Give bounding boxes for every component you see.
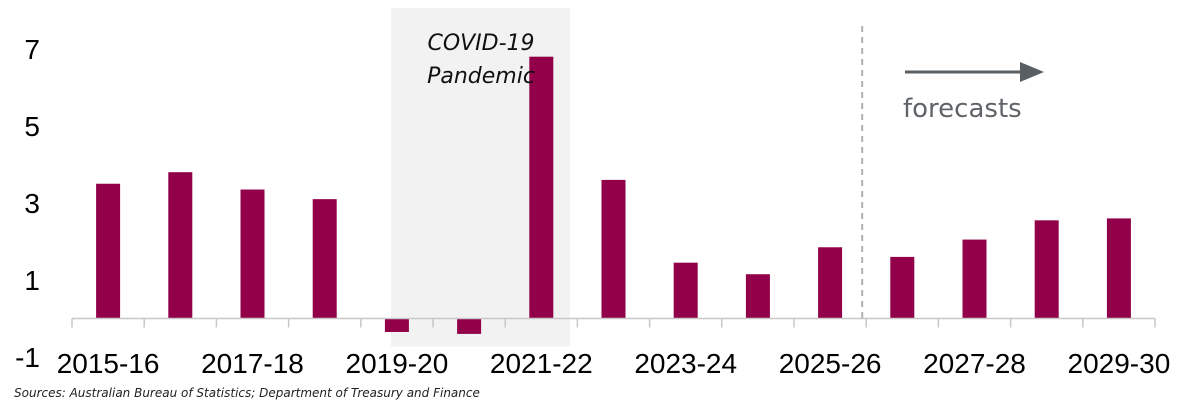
bar-2025-26 [818, 247, 843, 319]
bar-2027-28 [962, 239, 987, 319]
bar-2024-25 [745, 274, 770, 319]
bar-2022-23 [601, 179, 626, 319]
x-tick-label: 2019-20 [346, 348, 449, 379]
forecasts-label: forecasts [903, 94, 1022, 124]
bar-2029-30 [1106, 218, 1131, 319]
y-tick-label: 3 [24, 188, 40, 219]
y-tick-label: 1 [24, 265, 40, 296]
x-tick-label: 2023-24 [634, 348, 737, 379]
x-tick-label: 2027-28 [923, 348, 1026, 379]
bar-2021-22 [529, 56, 554, 319]
bar-2023-24 [673, 262, 698, 319]
x-tick-label: 2015-16 [57, 348, 160, 379]
y-tick-label: 7 [24, 34, 40, 65]
forecast-arrow-icon [905, 62, 1044, 82]
bar-2016-17 [168, 172, 193, 319]
x-tick-label: 2021-22 [490, 348, 593, 379]
y-tick-label: -1 [15, 342, 40, 373]
x-tick-label: 2029-30 [1068, 348, 1171, 379]
bar-2018-19 [312, 199, 337, 319]
x-tick-label: 2025-26 [779, 348, 882, 379]
bar-2017-18 [240, 189, 265, 319]
y-tick-label: 5 [24, 111, 40, 142]
covid-annotation-line: COVID-19 [427, 31, 534, 56]
x-tick-label: 2017-18 [201, 348, 304, 379]
bar-2026-27 [890, 256, 915, 319]
bar-2028-29 [1034, 220, 1059, 319]
bar-2019-20 [384, 318, 409, 332]
covid-annotation-line: Pandemic [427, 64, 535, 89]
covid-annotation: COVID-19 Pandemic [427, 31, 535, 89]
bar-2015-16 [96, 183, 121, 319]
bar-2020-21 [457, 318, 482, 334]
source-note: Sources: Australian Bureau of Statistics… [14, 386, 480, 400]
